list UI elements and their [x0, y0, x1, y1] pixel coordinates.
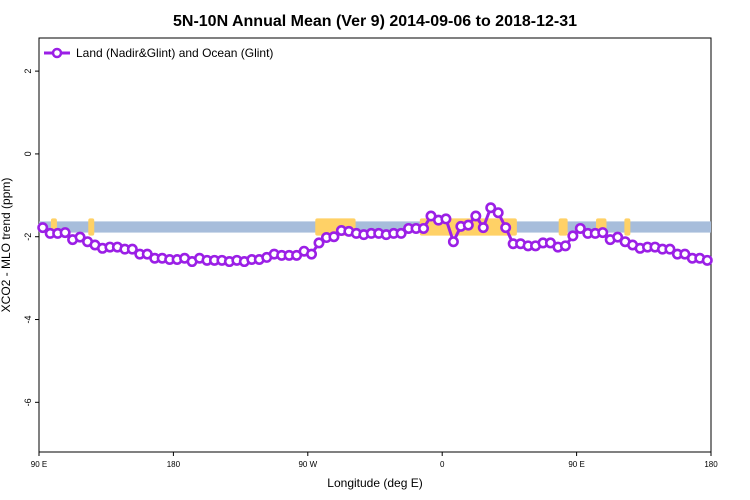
data-point-77 — [612, 231, 624, 243]
data-point-61 — [492, 207, 504, 219]
data-point-39 — [328, 231, 340, 243]
y-tick-label-0: 2 — [23, 69, 33, 74]
data-point-70 — [559, 240, 571, 252]
data-point-89 — [701, 254, 713, 266]
x-tick-label-5: 180 — [704, 460, 718, 469]
data-point-3 — [59, 227, 71, 239]
data-point-57 — [462, 219, 474, 231]
x-tick-label-4: 90 E — [568, 460, 584, 469]
ocean-band — [39, 221, 711, 233]
land-region-4 — [558, 218, 568, 236]
x-tick-label-1: 180 — [167, 460, 181, 469]
background-band-layer — [39, 221, 711, 233]
data-point-75 — [597, 227, 609, 239]
data-point-12 — [126, 243, 138, 255]
data-point-54 — [440, 213, 452, 225]
data-point-0 — [37, 222, 49, 234]
y-tick-label-1: 0 — [23, 151, 33, 156]
plot-frame — [38, 37, 712, 453]
x-axis-label: Longitude (deg E) — [327, 476, 422, 490]
x-tick-label-2: 90 W — [298, 460, 317, 469]
y-tick-label-2: -2 — [23, 233, 33, 241]
x-tick-label-3: 0 — [440, 460, 445, 469]
data-point-51 — [418, 222, 430, 234]
data-point-62 — [500, 222, 512, 234]
plot-area — [37, 37, 713, 453]
y-axis: 2 0 -2 -4 -6 — [23, 69, 39, 406]
land-region-6 — [624, 218, 631, 236]
data-point-72 — [574, 222, 586, 234]
data-point-84 — [664, 243, 676, 255]
legend-point-marker — [51, 47, 63, 59]
x-tick-label-0: 90 E — [31, 460, 47, 469]
data-point-59 — [477, 222, 489, 234]
series-layer — [37, 202, 713, 268]
y-tick-label-3: -4 — [23, 316, 33, 324]
data-point-71 — [567, 230, 579, 242]
data-point-48 — [395, 227, 407, 239]
x-axis: 90 E 180 90 W 0 90 E 180 — [31, 452, 718, 469]
data-point-58 — [470, 210, 482, 222]
data-point-36 — [306, 248, 318, 260]
legend: Land (Nadir&Glint) and Ocean (Glint) — [44, 46, 273, 60]
data-point-37 — [313, 237, 325, 249]
y-axis-label: XCO2 - MLO trend (ppm) — [0, 178, 13, 313]
data-point-55 — [447, 236, 459, 248]
chart-title: 5N-10N Annual Mean (Ver 9) 2014-09-06 to… — [173, 13, 577, 30]
land-region-1 — [88, 218, 95, 236]
legend-entry-label: Land (Nadir&Glint) and Ocean (Glint) — [76, 46, 273, 60]
y-tick-label-4: -6 — [23, 398, 33, 406]
data-point-5 — [74, 231, 86, 243]
data-point-60 — [485, 202, 497, 214]
